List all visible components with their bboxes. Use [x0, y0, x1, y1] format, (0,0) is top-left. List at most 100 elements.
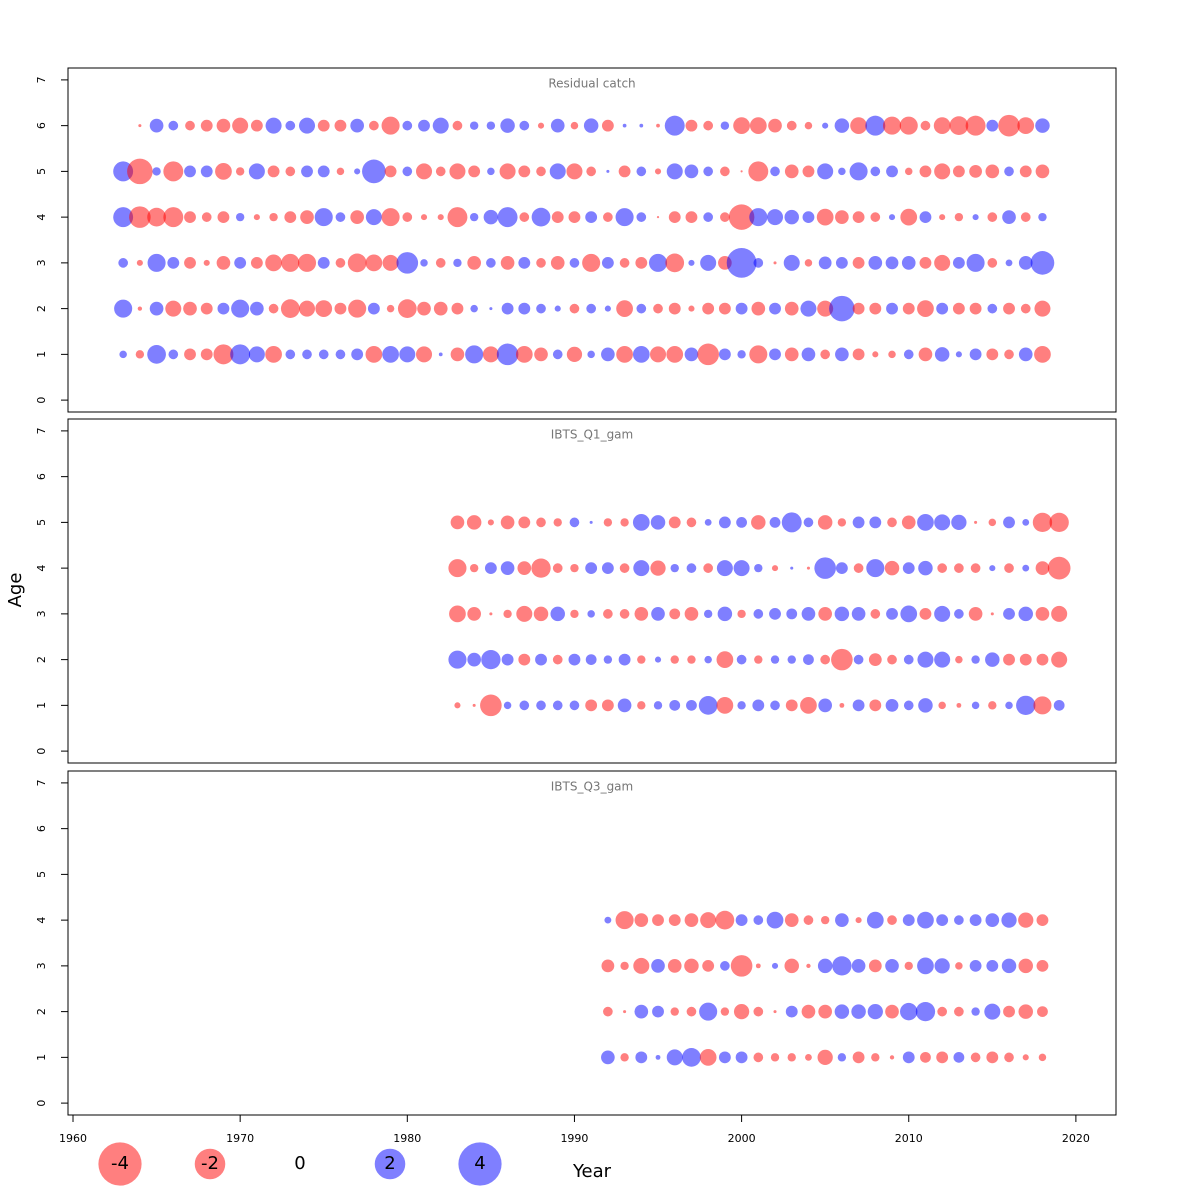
bubble [803, 915, 814, 925]
bubble [484, 562, 497, 575]
bubble [733, 560, 750, 577]
bubble [684, 347, 699, 362]
bubble [785, 699, 798, 712]
bubble [500, 515, 515, 530]
bubble [603, 655, 613, 664]
bubble [655, 1054, 661, 1060]
x-tick-label: 2010 [895, 1132, 923, 1145]
bubble [1035, 561, 1050, 575]
bubble [1019, 165, 1032, 178]
bubble [835, 210, 849, 224]
bubble [953, 1051, 965, 1063]
bubble [519, 120, 530, 131]
bubble [688, 305, 695, 312]
bubble [518, 653, 531, 666]
bubble [717, 606, 733, 622]
bubble [1018, 256, 1033, 270]
bubble [733, 1003, 750, 1020]
bubble [988, 518, 997, 527]
bubble [615, 208, 634, 227]
bubble [686, 563, 697, 573]
bubble [489, 612, 493, 616]
bubble [620, 518, 629, 527]
bubble [496, 343, 519, 366]
bubble [786, 608, 798, 620]
bubble [817, 300, 834, 317]
y-tick-label: 0 [35, 397, 48, 404]
bubble [138, 124, 142, 128]
bubble [1051, 651, 1068, 668]
bubble [834, 118, 850, 133]
bubble [801, 347, 816, 362]
bubble [234, 256, 247, 269]
bubble [667, 959, 682, 973]
bubble [589, 520, 593, 524]
bubble [684, 164, 699, 179]
bubble [699, 1048, 717, 1066]
bubble [966, 253, 985, 272]
bubble [790, 566, 794, 570]
bubble [269, 212, 278, 222]
bubble [568, 211, 581, 224]
bubble [971, 701, 980, 710]
bubble [835, 256, 848, 269]
bubble [786, 120, 797, 131]
panel-title: IBTS_Q1_gam [551, 428, 633, 442]
bubble [919, 256, 932, 269]
bubble [587, 350, 595, 359]
bubble [753, 258, 764, 268]
bubble [606, 169, 610, 173]
bubble [569, 700, 580, 711]
bubble [952, 165, 965, 178]
bubble [635, 1051, 648, 1064]
bubble [519, 700, 530, 711]
bubble [382, 345, 399, 363]
bubble [634, 913, 649, 927]
bubble [832, 956, 852, 976]
bubble [785, 1005, 798, 1018]
bubble [740, 170, 743, 173]
bubble [753, 609, 764, 619]
bubble [618, 653, 631, 666]
bubble [769, 607, 781, 620]
bubble [354, 168, 361, 175]
bubble [399, 346, 416, 363]
bubble [334, 119, 347, 132]
bubble [937, 1006, 947, 1017]
bubble [700, 912, 717, 929]
bubble [716, 651, 734, 668]
bubble [285, 120, 296, 131]
bubble [652, 914, 664, 927]
bubble [503, 609, 512, 619]
bubble [955, 655, 963, 664]
bubble [1003, 302, 1015, 315]
bubble [787, 1053, 796, 1062]
bubble [735, 302, 748, 315]
bubble [735, 1051, 748, 1064]
bubble [688, 259, 695, 266]
bubble [817, 958, 833, 974]
bubble [736, 516, 747, 528]
bubble [620, 961, 629, 971]
bubble [703, 563, 713, 573]
bubble [751, 301, 766, 316]
bubble [1047, 556, 1071, 580]
bubble [969, 348, 982, 361]
bubble [869, 516, 882, 529]
bubble [901, 515, 916, 530]
bubble [766, 911, 784, 929]
bubble [889, 1055, 895, 1060]
x-tick-label: 1970 [226, 1132, 254, 1145]
bubble [749, 117, 767, 135]
bubble [550, 256, 565, 270]
bubble [216, 256, 231, 270]
bubble [869, 302, 882, 315]
bubble [770, 166, 780, 177]
bubble [468, 165, 481, 178]
bubble [1051, 605, 1068, 622]
bubble [987, 258, 998, 268]
bubble [604, 305, 611, 312]
bubble [632, 514, 650, 531]
bubble [837, 1053, 847, 1062]
